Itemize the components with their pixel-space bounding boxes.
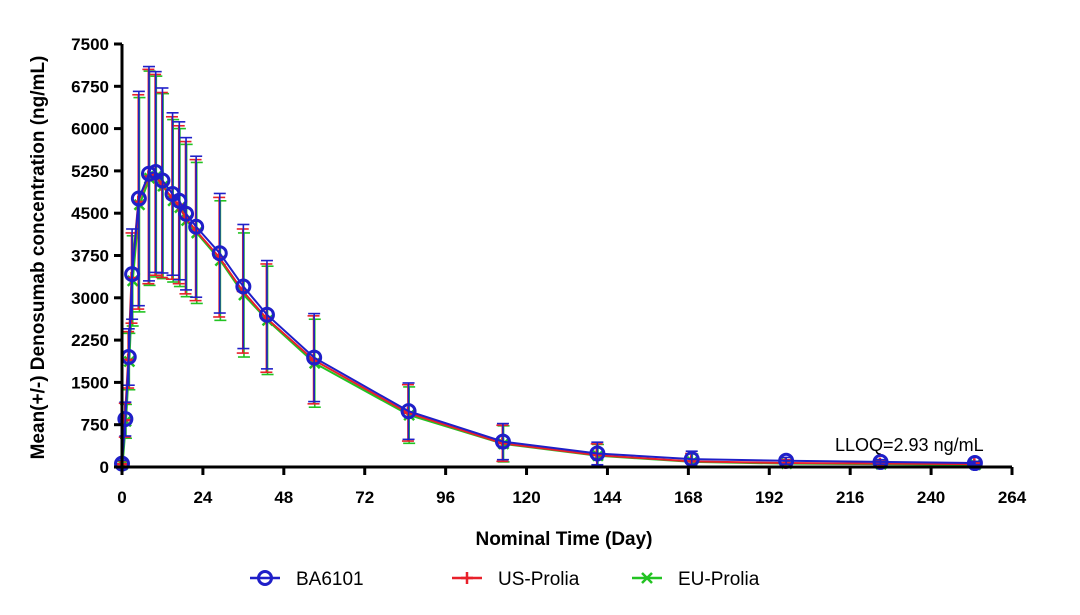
lloq-annotation: LLOQ=2.93 ng/mL — [835, 435, 984, 455]
y-tick-label: 3000 — [71, 289, 109, 308]
x-tick-label: 144 — [593, 488, 622, 507]
x-tick-label: 48 — [274, 488, 293, 507]
series-eu-prolia — [116, 70, 982, 471]
legend-label: EU-Prolia — [678, 569, 760, 590]
data-point-circle — [130, 190, 147, 207]
x-tick-label: 72 — [355, 488, 374, 507]
y-tick-label: 6000 — [71, 120, 109, 139]
data-point-circle — [400, 403, 417, 420]
legend-item-ba6101: BA6101 — [250, 569, 364, 590]
data-point-circle — [211, 245, 228, 262]
axes-layer: 0 750 1500 2250 3000 3750 4500 5250 6000 6750 7500… — [71, 35, 1027, 507]
legend-label: US-Prolia — [498, 569, 580, 590]
data-point-circle — [124, 266, 141, 283]
series-line — [120, 173, 975, 466]
data-point-circle — [178, 205, 195, 222]
series-us-prolia — [115, 68, 981, 471]
data-point-circle — [117, 411, 134, 428]
legend-item-us-prolia: US-Prolia — [452, 569, 580, 590]
data-point-circle — [188, 218, 205, 235]
x-tick-label: 240 — [917, 488, 945, 507]
data-point-circle — [589, 445, 606, 462]
series-line — [121, 175, 976, 466]
legend-item-eu-prolia: EU-Prolia — [632, 569, 760, 590]
series-line — [121, 170, 975, 465]
x-tick-label: 168 — [674, 488, 702, 507]
data-point-x — [641, 572, 653, 584]
data-point-circle — [966, 455, 983, 472]
data-point-circle — [140, 165, 157, 182]
legend-label: BA6101 — [296, 569, 364, 590]
y-tick-label: 6750 — [71, 77, 109, 96]
data-point-plus — [461, 572, 473, 584]
y-tick-label: 0 — [100, 458, 109, 477]
x-axis-title: Nominal Time (Day) — [475, 529, 652, 550]
y-tick-label: 1500 — [71, 373, 109, 392]
data-point-circle — [257, 570, 273, 586]
x-tick-label: 264 — [998, 488, 1027, 507]
y-tick-label: 5250 — [71, 162, 109, 181]
data-point-circle — [306, 349, 323, 366]
series-ba6101 — [114, 65, 983, 472]
y-tick-label: 4500 — [71, 204, 109, 223]
data-point-circle — [171, 192, 188, 209]
x-tick-label: 96 — [436, 488, 455, 507]
legend: BA6101 US-Prolia EU-Prolia — [250, 569, 760, 590]
series-layer — [114, 65, 983, 472]
y-tick-label: 750 — [81, 416, 109, 435]
x-tick-label: 120 — [512, 488, 540, 507]
data-point-circle — [235, 278, 252, 295]
y-tick-label: 7500 — [71, 35, 109, 54]
data-point-circle — [258, 306, 275, 323]
x-tick-label: 216 — [836, 488, 864, 507]
y-tick-label: 2250 — [71, 331, 109, 350]
x-tick-label: 24 — [193, 488, 212, 507]
y-tick-label: 3750 — [71, 247, 109, 266]
data-point-circle — [494, 433, 511, 450]
y-axis-title: Mean(+/-) Denosumab concentration (ng/mL… — [28, 56, 49, 460]
x-tick-label: 192 — [755, 488, 783, 507]
data-point-circle — [154, 172, 171, 189]
x-tick-label: 0 — [117, 488, 126, 507]
